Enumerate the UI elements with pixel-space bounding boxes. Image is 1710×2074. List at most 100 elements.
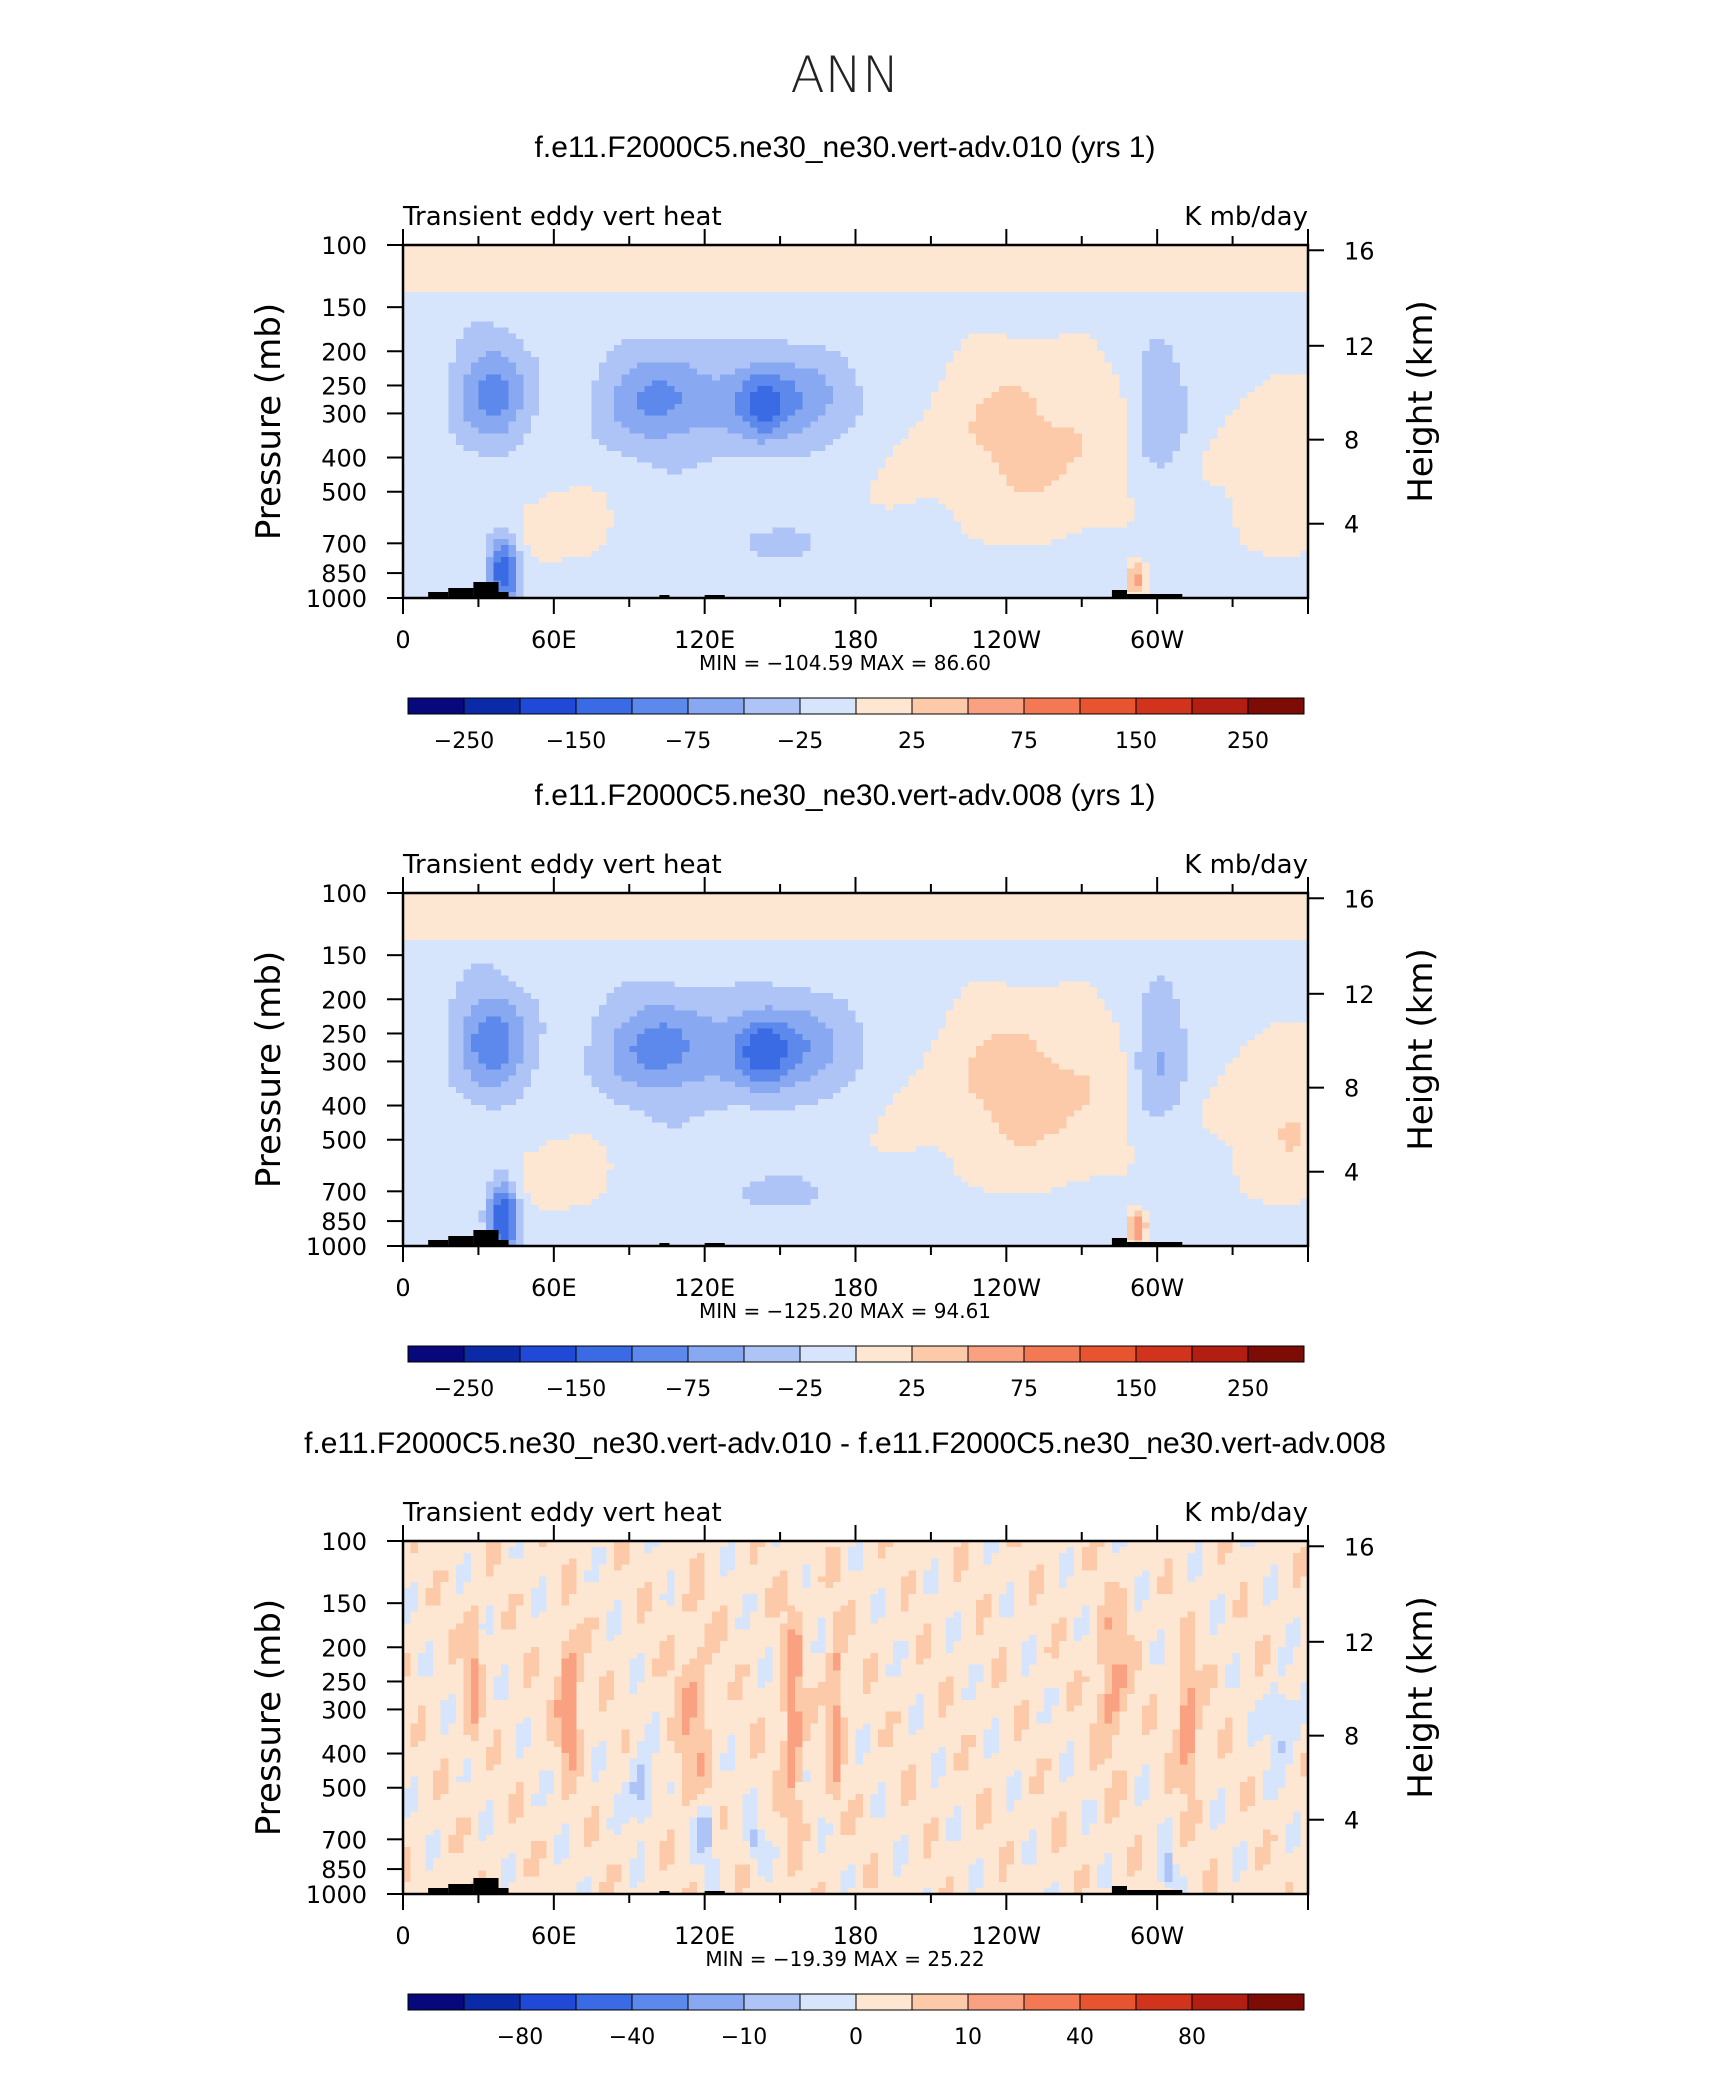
field-cell (1300, 409, 1309, 417)
field-cell (1179, 474, 1188, 481)
field-cell (568, 474, 578, 481)
field-cell (1006, 386, 1015, 393)
field-cell (900, 292, 909, 299)
field-cell (1217, 362, 1226, 370)
field-cell (893, 374, 902, 381)
field-cell (1028, 362, 1038, 370)
field-cell (727, 409, 736, 417)
field-cell (946, 262, 955, 270)
field-cell (1142, 362, 1151, 370)
field-cell (455, 450, 464, 458)
field-cell (448, 286, 457, 293)
field-cell (1142, 421, 1151, 428)
field-cell (697, 445, 706, 452)
field-cell (463, 321, 472, 328)
field-cell (802, 262, 811, 270)
field-cell (810, 292, 819, 299)
field-cell (1028, 292, 1038, 299)
field-cell (508, 356, 517, 364)
field-cell (1179, 462, 1188, 470)
field-cell (757, 262, 766, 270)
field-cell (908, 468, 917, 476)
field-cell (1021, 374, 1030, 381)
field-cell (1285, 292, 1294, 299)
field-cell (915, 309, 924, 317)
field-cell (523, 403, 532, 411)
field-cell (1096, 433, 1105, 440)
field-cell (840, 303, 849, 311)
field-cell (485, 415, 495, 423)
field-cell (568, 421, 578, 428)
field-cell (1044, 327, 1053, 334)
field-cell (636, 474, 645, 481)
field-cell (1209, 362, 1219, 370)
field-cell (1021, 274, 1030, 281)
field-cell (501, 415, 510, 423)
field-cell (666, 327, 676, 334)
field-cell (772, 345, 781, 352)
field-cell (915, 350, 924, 358)
field-cell (448, 315, 457, 323)
field-cell (455, 421, 464, 428)
field-cell (1262, 450, 1271, 458)
field-cell (1217, 427, 1226, 434)
field-cell (968, 421, 977, 428)
field-cell (998, 268, 1007, 276)
field-cell (1300, 292, 1309, 299)
field-cell (1225, 333, 1234, 340)
field-cell (1119, 286, 1128, 293)
field-cell (1164, 250, 1173, 258)
field-cell (1006, 409, 1015, 417)
field-cell (697, 297, 706, 305)
field-cell (433, 280, 442, 287)
field-cell (1074, 403, 1083, 411)
field-cell (636, 245, 645, 252)
field-cell (403, 486, 412, 493)
field-cell (847, 474, 857, 481)
field-cell (651, 450, 661, 458)
field-cell (923, 450, 932, 458)
field-cell (983, 339, 992, 346)
field-cell (1240, 415, 1249, 423)
field-cell (1292, 321, 1302, 328)
field-cell (501, 327, 510, 334)
field-cell (734, 292, 743, 299)
field-cell (614, 374, 623, 381)
field-cell (1104, 292, 1113, 299)
field-cell (1270, 327, 1279, 334)
field-cell (493, 315, 502, 323)
field-cell (501, 392, 510, 399)
field-cell (1202, 439, 1211, 446)
field-cell (697, 245, 706, 252)
field-cell (870, 292, 879, 299)
field-cell (787, 415, 796, 423)
field-cell (553, 286, 562, 293)
field-cell (1225, 356, 1234, 364)
field-cell (1059, 280, 1068, 287)
field-cell (448, 303, 457, 311)
field-cell (1096, 456, 1105, 464)
field-cell (418, 439, 427, 446)
field-cell (1285, 397, 1294, 405)
field-cell (1096, 268, 1105, 276)
field-cell (455, 374, 464, 381)
field-cell (832, 297, 842, 305)
field-cell (749, 245, 759, 252)
field-cell (651, 439, 661, 446)
field-cell (817, 468, 826, 476)
field-cell (1240, 245, 1249, 252)
field-cell (749, 415, 759, 423)
field-cell (1119, 356, 1128, 364)
field-cell (742, 339, 751, 346)
field-cell (568, 409, 578, 417)
field-cell (1089, 268, 1098, 276)
field-cell (418, 415, 427, 423)
field-cell (470, 250, 480, 258)
field-cell (893, 356, 902, 364)
field-cell (749, 450, 759, 458)
field-cell (878, 480, 887, 487)
field-cell (832, 427, 842, 434)
field-cell (802, 286, 811, 293)
field-cell (1134, 468, 1143, 476)
field-cell (1127, 427, 1136, 434)
